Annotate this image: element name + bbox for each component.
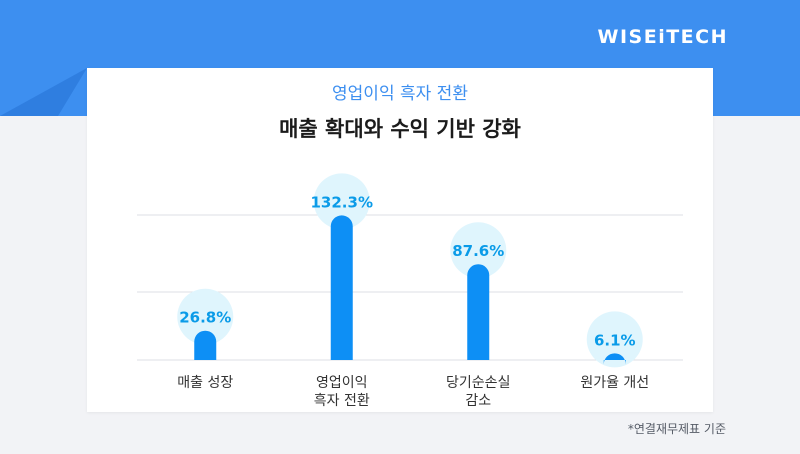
bar: [603, 353, 626, 365]
data-label: 6.1%: [594, 331, 636, 349]
category-label: 영업이익: [316, 375, 368, 391]
category-label: 매출 성장: [177, 375, 233, 391]
data-label: 26.8%: [179, 309, 231, 327]
chart-subtitle: 영업이익 흑자 전환: [332, 84, 468, 104]
bar: [194, 330, 217, 360]
category-label: 원가율 개선: [580, 375, 649, 391]
chart-title: 매출 확대와 수익 기반 강화: [279, 117, 521, 141]
value-bubble: [313, 173, 370, 230]
value-bubble: [450, 222, 507, 279]
value-bubble: [177, 288, 234, 345]
brand-logo: WISEiTECH: [597, 26, 728, 48]
header-band-shape: [0, 68, 87, 116]
value-bubble: [586, 311, 643, 368]
bar: [330, 215, 353, 360]
category-label: 흑자 전환: [314, 392, 370, 409]
bar: [467, 264, 490, 360]
footnote: *연결재무제표 기준: [627, 422, 726, 436]
data-label: 132.3%: [311, 193, 373, 211]
data-label: 87.6%: [452, 242, 504, 260]
category-label: 당기순손실: [446, 375, 510, 391]
category-label: 감소: [465, 393, 491, 409]
